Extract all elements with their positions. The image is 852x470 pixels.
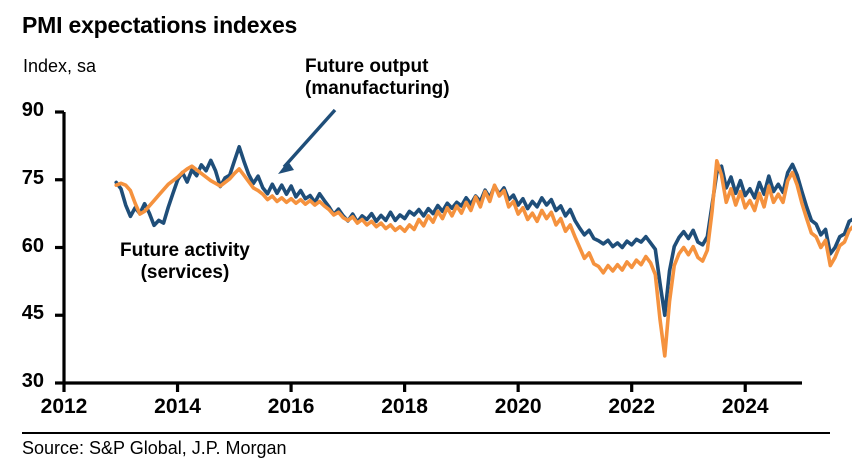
x-axis-tick-label: 2012 (40, 395, 88, 418)
data-series-line (114, 144, 852, 318)
x-axis-tick-label: 2016 (267, 395, 315, 418)
axes (55, 110, 802, 392)
arrow-head (278, 161, 294, 174)
arrow-shaft (282, 108, 337, 169)
annotation-manufacturing-line2: (manufacturing) (305, 77, 450, 99)
x-axis-ticks (62, 383, 747, 392)
y-axis-tick-label: 45 (21, 302, 44, 325)
x-axis-tick-label: 2022 (608, 395, 656, 418)
x-axis-tick-label: 2024 (721, 395, 769, 418)
axis-unit-label: Index, sa (23, 56, 97, 76)
y-axis-tick-label: 60 (21, 234, 44, 257)
annotation-arrow (278, 108, 337, 174)
y-axis-tick-label: 75 (21, 166, 44, 189)
source-divider (22, 432, 830, 434)
data-series-group (114, 144, 852, 358)
y-axis-tick-label: 90 (21, 99, 44, 121)
x-axis-tick-label: 2020 (494, 395, 542, 418)
source-note: Source: S&P Global, J.P. Morgan (22, 438, 287, 458)
annotation-services-line1: Future activity (120, 240, 250, 261)
y-axis-tick-label: 30 (21, 370, 44, 392)
page-title: PMI expectations indexes (22, 12, 298, 38)
data-series-line (114, 158, 852, 358)
annotation-manufacturing-line1: Future output (305, 56, 429, 77)
x-axis-tick-label: 2014 (154, 395, 201, 418)
x-axis-tick-label: 2018 (381, 395, 428, 418)
annotation-manufacturing: Future output (manufacturing) (305, 56, 450, 100)
y-axis-ticks (55, 110, 64, 385)
annotation-services-line2: (services) (140, 261, 230, 283)
annotation-services: Future activity (services) (120, 240, 250, 284)
